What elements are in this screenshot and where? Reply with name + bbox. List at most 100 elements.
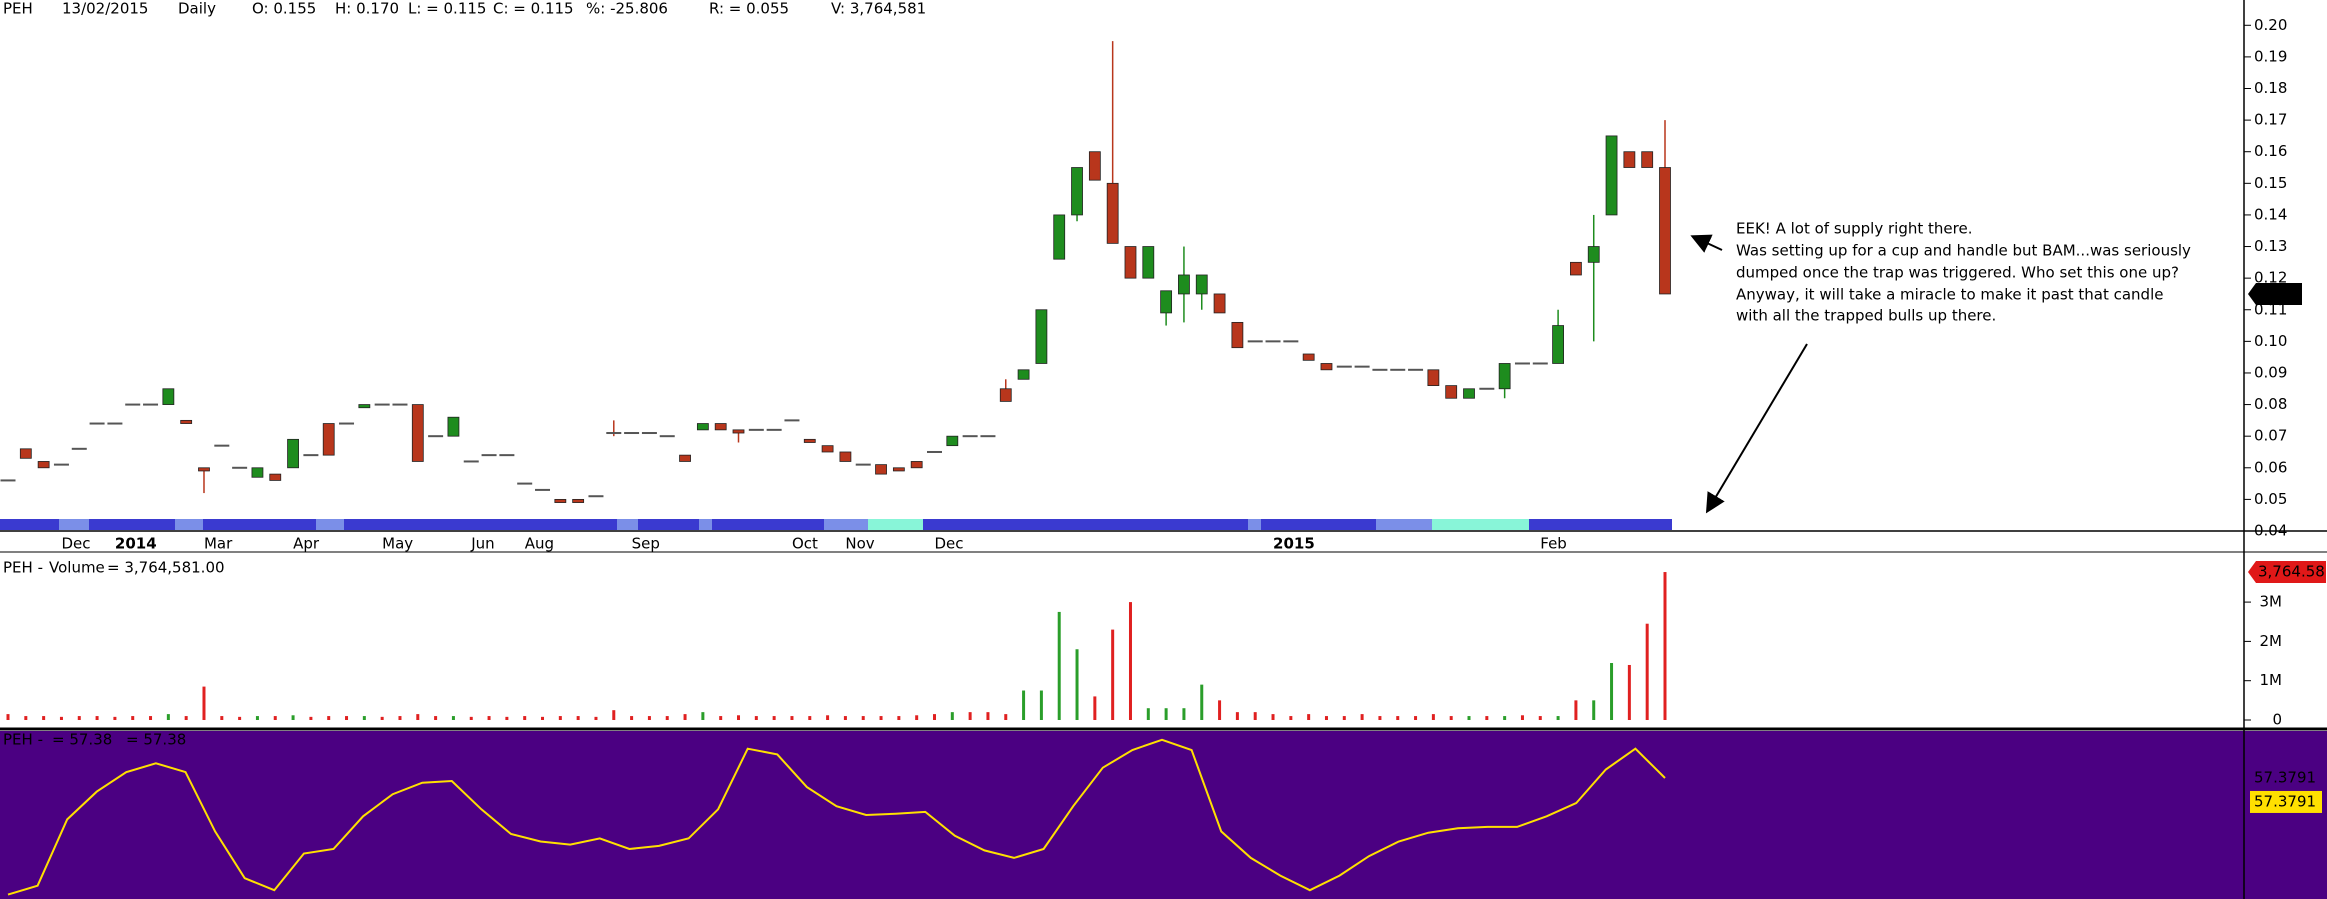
candle-body (1498, 363, 1511, 390)
candle-body (1088, 151, 1101, 181)
volume-bar (1645, 623, 1649, 720)
volume-bar (166, 714, 170, 720)
strip-segment (824, 519, 868, 530)
volume-bar (701, 712, 705, 720)
ohlc-field: H: 0.170 (335, 0, 399, 18)
price-tag-bg (2248, 282, 2302, 305)
candle-body (999, 388, 1012, 402)
y-tick-label: 0.05 (2254, 490, 2287, 508)
candle-body (198, 467, 210, 472)
y-tick-label: 0.08 (2254, 395, 2287, 413)
x-tick-label: Jun (470, 535, 494, 553)
volume-bar (665, 716, 669, 720)
x-tick-label: Mar (204, 535, 233, 553)
volume-bar (1610, 663, 1614, 720)
volume-bar (968, 712, 972, 720)
volume-bar (576, 716, 580, 720)
volume-bar (1396, 716, 1400, 720)
oscillator-line (7, 738, 1666, 896)
ohlc-field: %: -25.806 (586, 0, 668, 18)
candle-body (1053, 214, 1066, 260)
volume-bar (1128, 602, 1132, 720)
volume-bar (541, 716, 545, 720)
volume-bar (1093, 696, 1097, 720)
volume-bar (932, 714, 936, 720)
annotation-line: Was setting up for a cup and handle but … (1736, 242, 2191, 260)
x-tick-label: Dec (61, 535, 90, 553)
volume-bar (523, 716, 527, 720)
volume-bar (113, 716, 117, 720)
volume-bar (149, 716, 153, 720)
volume-bar (1663, 572, 1667, 720)
price-tag: 0.115 (2260, 284, 2303, 302)
volume-bar (1520, 715, 1524, 720)
annotation-line: with all the trapped bulls up there. (1736, 307, 1996, 325)
candle-body (1035, 309, 1048, 364)
volume-bar (1271, 714, 1275, 720)
volume-bar (612, 710, 616, 720)
volume-bar (59, 716, 63, 720)
volume-bar (1022, 690, 1026, 720)
y-tick-label: 0.15 (2254, 174, 2287, 192)
strip-segment (1432, 519, 1529, 530)
candle-body (1106, 182, 1119, 244)
x-tick-label: Aug (525, 535, 554, 553)
candle-body (251, 467, 264, 478)
volume-bar (826, 715, 830, 720)
volume-bar (487, 716, 491, 720)
volume-bar (790, 716, 794, 720)
candle-body (1552, 325, 1564, 364)
candle-body (1142, 246, 1155, 279)
candle-body (37, 461, 50, 469)
strip-segment (699, 519, 712, 530)
x-tick-label: Feb (1540, 535, 1567, 553)
y-tick-label: 0.06 (2254, 458, 2287, 476)
y-tick-label: 0.04 (2254, 522, 2287, 540)
candle-body (322, 423, 335, 456)
volume-bar (683, 714, 687, 720)
candle-body (554, 498, 567, 503)
volume-bar (255, 716, 259, 720)
volume-bar (505, 716, 509, 720)
oscillator-value: 57.3791 (2254, 768, 2316, 786)
candle-body (1463, 388, 1475, 399)
candle-body (946, 435, 959, 447)
volume-bar (434, 716, 438, 720)
volume-bar (1414, 716, 1418, 720)
strip-segment (59, 519, 89, 530)
volume-bar (861, 716, 865, 720)
candle-body (287, 438, 299, 469)
y-tick-label: 0.09 (2254, 363, 2287, 381)
candle-body (1231, 321, 1244, 349)
candle-body (910, 461, 923, 469)
candle-body (1623, 151, 1636, 168)
volume-bar (77, 716, 81, 720)
volume-bar (309, 716, 313, 720)
y-tick-label: 0.16 (2254, 142, 2287, 160)
volume-bar (754, 716, 758, 720)
volume-tag: 3,764.58 (2258, 563, 2325, 581)
candle-body (1427, 369, 1440, 387)
volume-bar (719, 716, 723, 720)
ohlc-field: O: 0.155 (252, 0, 316, 18)
candle-body (411, 404, 424, 462)
volume-bar (1556, 716, 1560, 720)
volume-bar (345, 716, 349, 720)
volume-bar (1200, 684, 1204, 720)
candle-body (1195, 274, 1208, 295)
y-tick-label: 0 (2272, 711, 2282, 729)
y-tick-label: 1M (2260, 671, 2283, 689)
ohlc-field: R: = 0.055 (709, 0, 789, 18)
volume-bar (1324, 716, 1328, 720)
y-tick-label: 0.19 (2254, 47, 2287, 65)
candle-body (1570, 261, 1582, 276)
volume-bar (1592, 700, 1596, 720)
volume-bar (1164, 708, 1168, 720)
candle-body (1071, 167, 1083, 216)
volume-bar (647, 716, 651, 720)
x-tick-label: Apr (293, 535, 320, 553)
volume-bar (1004, 714, 1008, 720)
oscillator-label: PEH - (3, 731, 43, 749)
volume-bar (1503, 716, 1507, 720)
